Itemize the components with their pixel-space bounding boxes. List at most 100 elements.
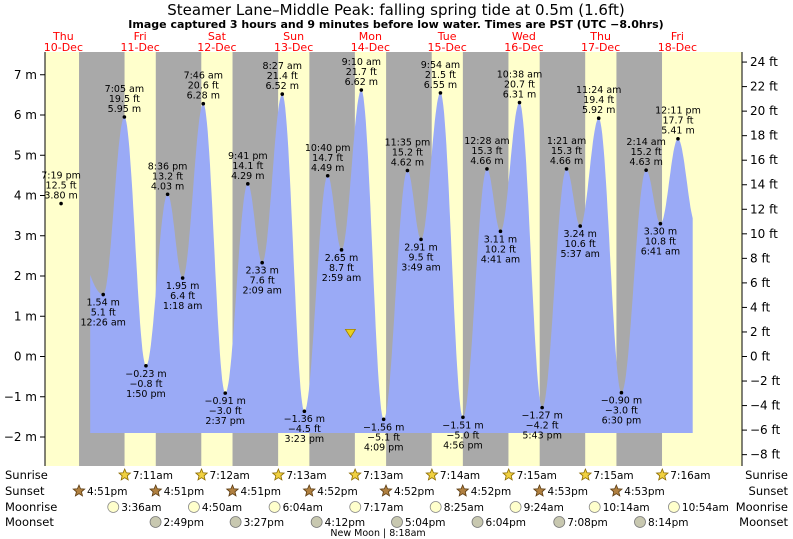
tide-label: −5.0 ft	[446, 430, 479, 441]
tide-label: 6.31 m	[503, 90, 536, 101]
moonrise-icon	[668, 501, 680, 513]
tide-point	[438, 91, 443, 95]
tide-label: 2.91 m	[404, 242, 437, 253]
tide-label: 19.4 ft	[583, 95, 614, 106]
tide-point	[144, 363, 148, 368]
tide-label: 2:59 am	[322, 273, 361, 284]
tide-point	[658, 221, 663, 226]
moonset-time: 2:49pm	[164, 517, 204, 529]
moonrise-time: 8:25am	[444, 502, 484, 514]
day-header-dow: Fri	[671, 30, 684, 43]
moonrise-time: 10:14am	[603, 502, 650, 514]
moonrise-icon	[268, 501, 281, 513]
sunrise-icon	[348, 467, 362, 481]
tide-label: 14.7 ft	[312, 153, 343, 164]
tide-label: 1.95 m	[166, 281, 199, 292]
y-right-tick-label: 4 ft	[750, 300, 770, 314]
tide-label: −4.5 ft	[288, 424, 321, 435]
moonrise-time: 10:54am	[682, 502, 729, 514]
tide-label: 4.03 m	[151, 181, 184, 192]
y-right-tick-label: 16 ft	[750, 153, 778, 167]
tide-label: 4.49 m	[311, 163, 344, 174]
tide-label: 1:21 am	[547, 136, 586, 147]
sunset-time: 4:53pm	[624, 486, 664, 498]
tide-point	[122, 115, 127, 119]
tide-label: 21.7 ft	[346, 67, 377, 78]
day-header-date: 11-Dec	[120, 41, 159, 54]
tide-label: 3.24 m	[563, 229, 596, 240]
y-right-tick-label: −4 ft	[750, 399, 781, 413]
sunrise-icon	[118, 467, 132, 481]
sunrise-icon	[502, 467, 516, 481]
y-right-tick-label: 2 ft	[750, 325, 770, 339]
tide-point	[461, 415, 465, 420]
y-left-tick-label: 1 m	[14, 309, 37, 323]
sunrise-time: 7:15am	[593, 470, 633, 482]
tide-label: 3.80 m	[44, 191, 77, 202]
moonrise-time: 7:17am	[363, 502, 403, 514]
sunrise-time: 7:14am	[440, 470, 480, 482]
tide-label: 20.7 ft	[504, 80, 535, 91]
tide-label: 7:46 am	[184, 71, 223, 82]
moonset-icon	[471, 516, 484, 528]
tide-label: −1.36 m	[284, 414, 325, 425]
tide-label: 9.5 ft	[409, 252, 434, 263]
tide-label: 17.7 ft	[662, 116, 693, 127]
tide-label: −1.27 m	[521, 411, 562, 422]
tide-label: 5.1 ft	[91, 308, 116, 319]
tide-point	[596, 116, 601, 121]
moonrise-time: 9:24am	[524, 502, 564, 514]
tide-label: 12:28 am	[464, 136, 509, 147]
y-left-tick-label: 5 m	[14, 148, 37, 162]
sunset-time: 4:52pm	[394, 486, 434, 498]
tide-label: 11:35 pm	[385, 138, 431, 149]
tide-label: 15.3 ft	[551, 146, 582, 157]
sunset-time: 4:53pm	[548, 486, 588, 498]
tide-point	[223, 391, 228, 395]
y-right-tick-label: 10 ft	[750, 227, 778, 241]
tide-point	[644, 168, 648, 172]
tide-label: 6.52 m	[266, 81, 299, 92]
tide-point	[564, 167, 569, 171]
moonset-time: 8:14pm	[648, 517, 688, 529]
tide-label: 4.66 m	[550, 156, 583, 167]
tide-label: 5:43 pm	[522, 431, 562, 442]
tide-label: 21.4 ft	[267, 71, 298, 82]
tide-label: 2:09 am	[242, 286, 281, 297]
tide-point	[260, 260, 264, 265]
tide-point	[578, 224, 583, 228]
tide-label: 7:05 am	[105, 84, 144, 95]
y-left-tick-label: −2 m	[4, 430, 37, 444]
moonrise-icon	[429, 501, 442, 513]
tide-point	[165, 192, 170, 197]
tide-label: −0.90 m	[601, 396, 642, 407]
tide-label: 4.63 m	[629, 157, 662, 168]
sunset-icon	[379, 483, 393, 497]
tide-label: 4.66 m	[470, 156, 503, 167]
tide-point	[517, 100, 522, 105]
tide-label: 1:50 pm	[126, 389, 166, 400]
tide-label: 6:41 am	[641, 247, 680, 258]
day-header-dow: Thu	[589, 30, 611, 43]
y-left-tick-label: 4 m	[14, 189, 37, 203]
day-header-date: 13-Dec	[274, 41, 313, 54]
day-header-date: 15-Dec	[427, 41, 466, 54]
sunset-time: 4:52pm	[317, 486, 357, 498]
current-level-marker	[344, 328, 357, 339]
sunset-icon	[532, 483, 547, 497]
tide-label: 4:09 pm	[364, 442, 404, 453]
day-header-dow: Tue	[437, 30, 457, 43]
y-right-tick-label: −2 ft	[750, 374, 781, 388]
moonrise-icon	[349, 501, 362, 513]
y-left-tick-label: 2 m	[14, 269, 37, 283]
tide-point	[201, 101, 206, 106]
tide-label: 10:38 am	[497, 70, 542, 81]
tide-label: 10.8 ft	[645, 237, 676, 248]
sunset-icon	[72, 483, 86, 497]
tide-label: 9:41 pm	[228, 151, 268, 162]
tide-label: −3.0 ft	[605, 406, 638, 417]
tide-point	[405, 168, 410, 173]
tide-label: 4:56 pm	[443, 440, 483, 451]
